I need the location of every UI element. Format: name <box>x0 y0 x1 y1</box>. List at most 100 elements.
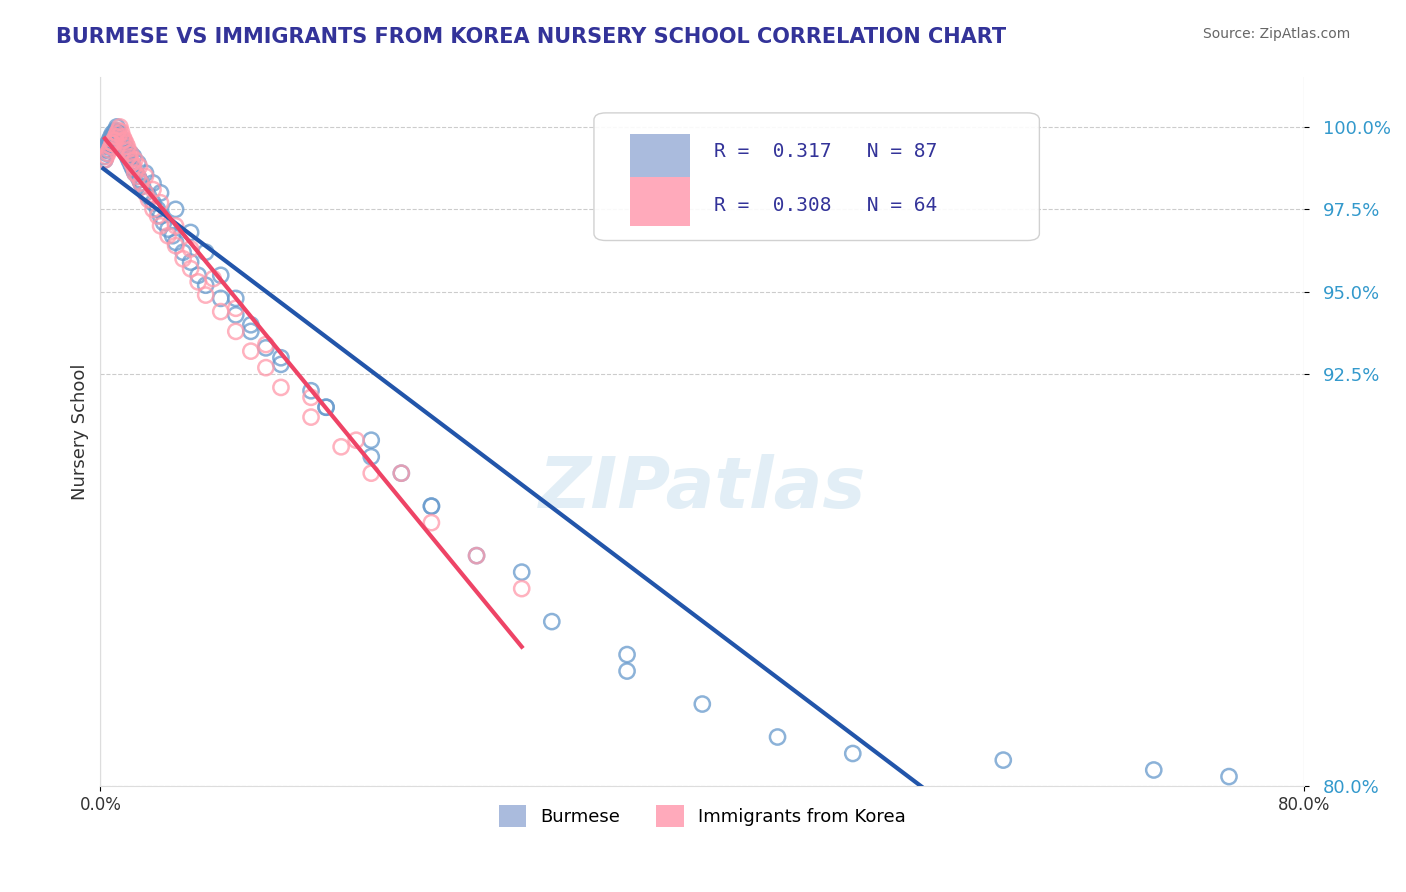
Point <box>134 169 156 184</box>
Point <box>120 156 142 170</box>
Point <box>128 160 150 174</box>
Point <box>239 324 262 338</box>
Point <box>104 129 127 144</box>
Point <box>110 133 132 147</box>
Point <box>180 261 202 276</box>
Point <box>270 380 292 394</box>
Point <box>94 153 117 167</box>
Point <box>112 143 135 157</box>
Point <box>94 143 117 157</box>
Text: BURMESE VS IMMIGRANTS FROM KOREA NURSERY SCHOOL CORRELATION CHART: BURMESE VS IMMIGRANTS FROM KOREA NURSERY… <box>56 27 1007 46</box>
Point <box>239 318 262 332</box>
Point <box>122 160 145 174</box>
Point <box>98 143 121 157</box>
Point <box>104 125 127 139</box>
Point <box>118 150 141 164</box>
Point <box>122 162 145 177</box>
Point <box>127 156 149 170</box>
Point <box>172 252 194 266</box>
Point <box>202 271 225 285</box>
Point <box>330 440 353 454</box>
Point <box>142 183 165 197</box>
Point <box>96 150 118 164</box>
Point <box>180 242 202 256</box>
Point <box>209 304 232 318</box>
Point <box>299 410 322 425</box>
Point <box>98 133 121 147</box>
Point <box>118 153 141 167</box>
Point <box>124 166 146 180</box>
Point <box>194 288 217 302</box>
Point <box>110 125 132 139</box>
Point <box>162 228 184 243</box>
Point <box>101 127 124 141</box>
Point <box>129 176 152 190</box>
Point <box>149 186 172 200</box>
Point <box>115 136 138 151</box>
Point <box>540 615 562 629</box>
Point <box>117 143 139 157</box>
Point <box>360 450 382 464</box>
Point <box>692 697 714 711</box>
Point <box>180 255 202 269</box>
Point <box>315 401 337 415</box>
Point <box>93 150 115 164</box>
Point <box>112 136 135 151</box>
Point <box>225 292 247 306</box>
Point <box>142 176 165 190</box>
Point <box>616 664 638 678</box>
Point <box>134 186 156 200</box>
Point <box>111 129 134 144</box>
Point <box>157 228 180 243</box>
Point <box>131 179 153 194</box>
Point <box>101 136 124 151</box>
Point <box>616 648 638 662</box>
Point <box>103 133 125 147</box>
Point <box>103 127 125 141</box>
Point <box>225 324 247 338</box>
Point <box>107 129 129 144</box>
Point <box>127 169 149 184</box>
Point <box>120 153 142 167</box>
Point <box>993 753 1015 767</box>
Point <box>239 344 262 359</box>
Point <box>360 434 382 448</box>
Point <box>510 582 533 596</box>
Point <box>117 139 139 153</box>
Point <box>96 146 118 161</box>
Point <box>105 120 128 134</box>
Point <box>360 466 382 480</box>
Point <box>254 341 277 355</box>
Point <box>100 139 122 153</box>
Point <box>98 136 121 151</box>
Point <box>180 226 202 240</box>
Y-axis label: Nursery School: Nursery School <box>72 364 89 500</box>
Point <box>420 499 443 513</box>
Point <box>165 219 187 233</box>
Point <box>115 146 138 161</box>
Text: R =  0.308   N = 64: R = 0.308 N = 64 <box>714 195 938 215</box>
Point <box>101 129 124 144</box>
Point <box>465 549 488 563</box>
Point <box>194 245 217 260</box>
Point <box>149 209 172 223</box>
Point <box>194 278 217 293</box>
Point <box>187 268 209 283</box>
Point <box>299 390 322 404</box>
Point <box>149 219 172 233</box>
Point <box>225 308 247 322</box>
Point <box>101 136 124 151</box>
Point <box>842 747 865 761</box>
Point <box>134 166 156 180</box>
Point <box>97 143 120 157</box>
Point <box>254 337 277 351</box>
Point <box>254 360 277 375</box>
Point <box>94 153 117 167</box>
Text: Source: ZipAtlas.com: Source: ZipAtlas.com <box>1202 27 1350 41</box>
Point <box>111 136 134 151</box>
Text: R =  0.317   N = 87: R = 0.317 N = 87 <box>714 143 938 161</box>
Point <box>1218 770 1240 784</box>
Point <box>270 351 292 365</box>
Point <box>120 146 142 161</box>
Point <box>97 146 120 161</box>
